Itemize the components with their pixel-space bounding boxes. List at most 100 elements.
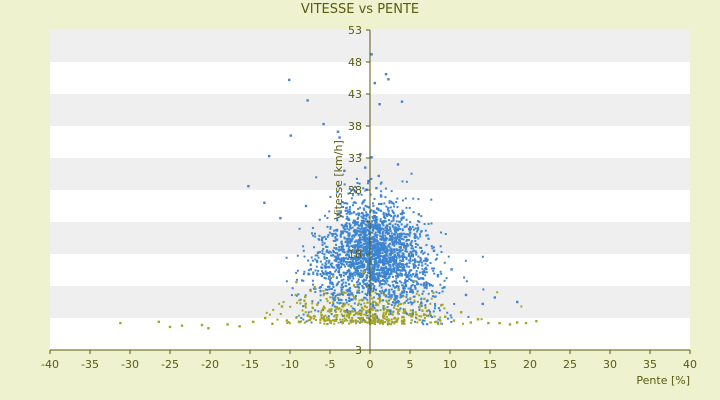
data-point	[516, 321, 519, 324]
data-point	[481, 255, 484, 258]
data-point	[338, 274, 341, 277]
data-point	[415, 251, 418, 254]
data-point	[359, 152, 362, 156]
data-point	[406, 262, 409, 265]
data-point	[343, 317, 346, 320]
data-point	[307, 319, 310, 322]
data-point	[319, 260, 322, 263]
data-point	[393, 320, 396, 323]
data-point	[314, 309, 317, 312]
data-point	[421, 261, 424, 264]
data-point	[358, 262, 361, 265]
data-point	[313, 232, 316, 235]
x-tick-label: 35	[643, 358, 657, 371]
data-point	[366, 301, 369, 304]
data-point	[307, 311, 310, 314]
data-point	[347, 264, 350, 267]
data-point	[405, 256, 408, 259]
data-point	[425, 286, 428, 289]
data-point	[347, 232, 350, 235]
x-tick-label: 15	[483, 358, 497, 371]
data-point	[371, 308, 374, 311]
data-point	[390, 272, 393, 275]
data-point	[375, 277, 378, 280]
data-point	[338, 307, 341, 310]
data-point	[304, 304, 307, 307]
data-point	[348, 218, 351, 221]
data-point	[327, 234, 330, 237]
data-point	[431, 290, 434, 293]
data-point	[395, 264, 398, 267]
data-point	[328, 301, 331, 304]
data-point	[365, 224, 368, 227]
data-point	[379, 279, 382, 282]
data-point	[327, 277, 330, 280]
data-point	[350, 279, 353, 282]
data-point	[361, 249, 364, 252]
data-point	[363, 264, 366, 267]
data-point	[346, 308, 349, 311]
data-point	[481, 302, 484, 306]
data-point	[390, 237, 393, 240]
data-point	[386, 318, 389, 321]
data-point	[367, 311, 370, 314]
data-point	[314, 318, 317, 321]
data-point	[395, 261, 398, 264]
data-point	[326, 292, 329, 295]
data-point	[326, 323, 329, 326]
data-point	[407, 287, 410, 290]
data-point	[356, 289, 359, 292]
data-point	[373, 260, 376, 263]
data-point	[361, 290, 364, 293]
data-point	[373, 254, 376, 257]
data-point	[385, 249, 388, 252]
data-point	[180, 324, 184, 327]
data-point	[387, 283, 390, 286]
data-point	[350, 197, 353, 200]
data-point	[414, 286, 417, 289]
data-point	[411, 225, 414, 228]
data-point	[389, 265, 392, 268]
data-point	[349, 224, 352, 227]
data-point	[358, 291, 361, 294]
data-point	[345, 289, 348, 292]
data-point	[482, 288, 485, 291]
data-point	[372, 210, 375, 213]
data-point	[362, 260, 365, 263]
data-point	[469, 321, 472, 324]
data-point	[371, 258, 374, 261]
data-point	[356, 221, 359, 224]
data-point	[383, 270, 386, 273]
data-point	[367, 269, 370, 272]
data-point	[310, 232, 313, 235]
data-point	[397, 301, 400, 304]
data-point	[285, 319, 288, 322]
data-point	[388, 275, 391, 278]
data-point	[365, 211, 368, 214]
data-point	[353, 235, 356, 238]
data-point	[363, 199, 366, 202]
data-point	[446, 311, 449, 314]
data-point	[391, 313, 394, 316]
data-point	[326, 272, 329, 275]
data-point	[408, 277, 411, 280]
data-point	[392, 265, 395, 268]
data-point	[420, 305, 423, 308]
data-point	[376, 265, 379, 268]
data-point	[322, 317, 325, 320]
data-point	[353, 188, 356, 191]
data-point	[340, 313, 343, 316]
data-point	[398, 220, 401, 223]
data-point	[391, 234, 394, 237]
data-point	[365, 279, 368, 282]
data-point	[346, 227, 349, 230]
data-point	[365, 234, 368, 237]
data-point	[424, 266, 427, 269]
data-point	[200, 323, 204, 327]
data-point	[310, 316, 313, 319]
data-point	[350, 319, 353, 322]
data-point	[303, 299, 306, 302]
data-point	[367, 244, 370, 247]
data-point	[378, 290, 381, 293]
data-point	[362, 219, 365, 222]
